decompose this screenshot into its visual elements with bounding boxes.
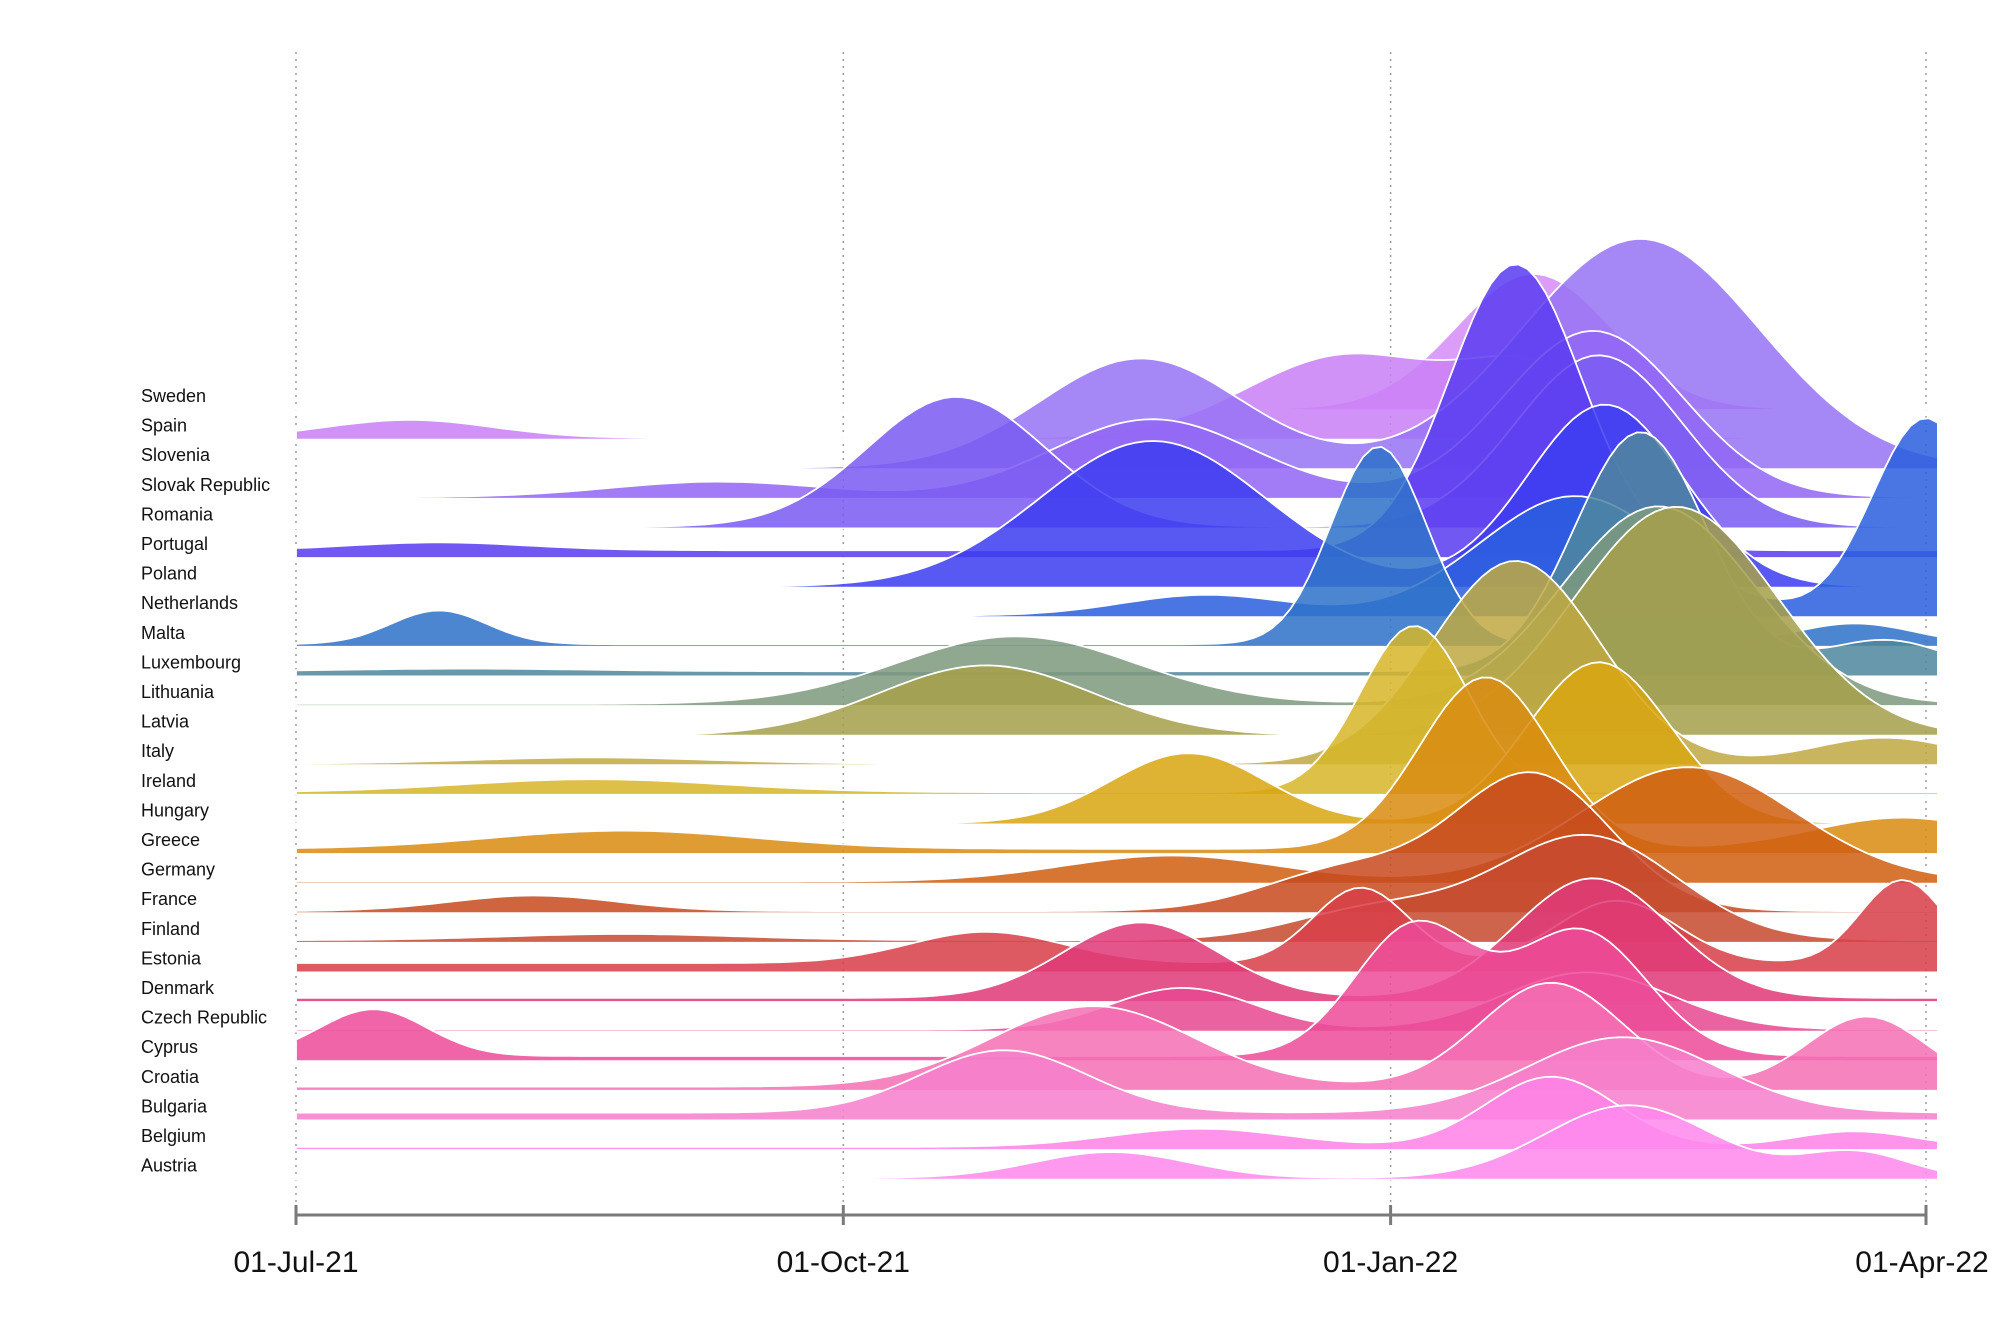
x-tick-label-2: 01-Jan-22 — [1323, 1246, 1458, 1279]
country-label-netherlands: Netherlands — [141, 593, 238, 613]
country-label-slovak-republic: Slovak Republic — [141, 475, 270, 495]
x-tick-label-1: 01-Oct-21 — [777, 1246, 910, 1279]
x-axis: 01-Jul-21 01-Oct-21 01-Jan-22 01-Apr-22 — [233, 1205, 1989, 1279]
x-tick-label-0: 01-Jul-21 — [233, 1246, 358, 1279]
ridge-areas — [295, 237, 1939, 1181]
country-label-romania: Romania — [141, 504, 214, 524]
country-label-italy: Italy — [141, 741, 174, 761]
country-label-denmark: Denmark — [141, 978, 215, 998]
country-labels: Sweden Spain Slovenia Slovak Republic Romani… — [141, 386, 270, 1176]
country-label-bulgaria: Bulgaria — [141, 1096, 208, 1116]
country-label-czech-republic: Czech Republic — [141, 1008, 267, 1028]
country-label-estonia: Estonia — [141, 948, 202, 968]
country-label-ireland: Ireland — [141, 771, 196, 791]
country-label-malta: Malta — [141, 623, 186, 643]
x-tick-label-3: 01-Apr-22 — [1855, 1246, 1988, 1279]
country-label-portugal: Portugal — [141, 534, 208, 554]
country-label-finland: Finland — [141, 919, 200, 939]
country-label-germany: Germany — [141, 860, 215, 880]
country-label-belgium: Belgium — [141, 1126, 206, 1146]
country-label-luxembourg: Luxembourg — [141, 652, 241, 672]
ridge-austria — [295, 1104, 1939, 1181]
country-label-hungary: Hungary — [141, 800, 209, 820]
country-label-slovenia: Slovenia — [141, 445, 211, 465]
country-label-austria: Austria — [141, 1156, 198, 1176]
country-label-croatia: Croatia — [141, 1067, 200, 1087]
country-label-sweden: Sweden — [141, 386, 206, 406]
country-label-lithuania: Lithuania — [141, 682, 215, 702]
country-label-cyprus: Cyprus — [141, 1037, 198, 1057]
country-label-spain: Spain — [141, 416, 187, 436]
country-label-greece: Greece — [141, 830, 200, 850]
country-label-france: France — [141, 889, 197, 909]
country-label-poland: Poland — [141, 564, 197, 584]
country-label-latvia: Latvia — [141, 712, 190, 732]
